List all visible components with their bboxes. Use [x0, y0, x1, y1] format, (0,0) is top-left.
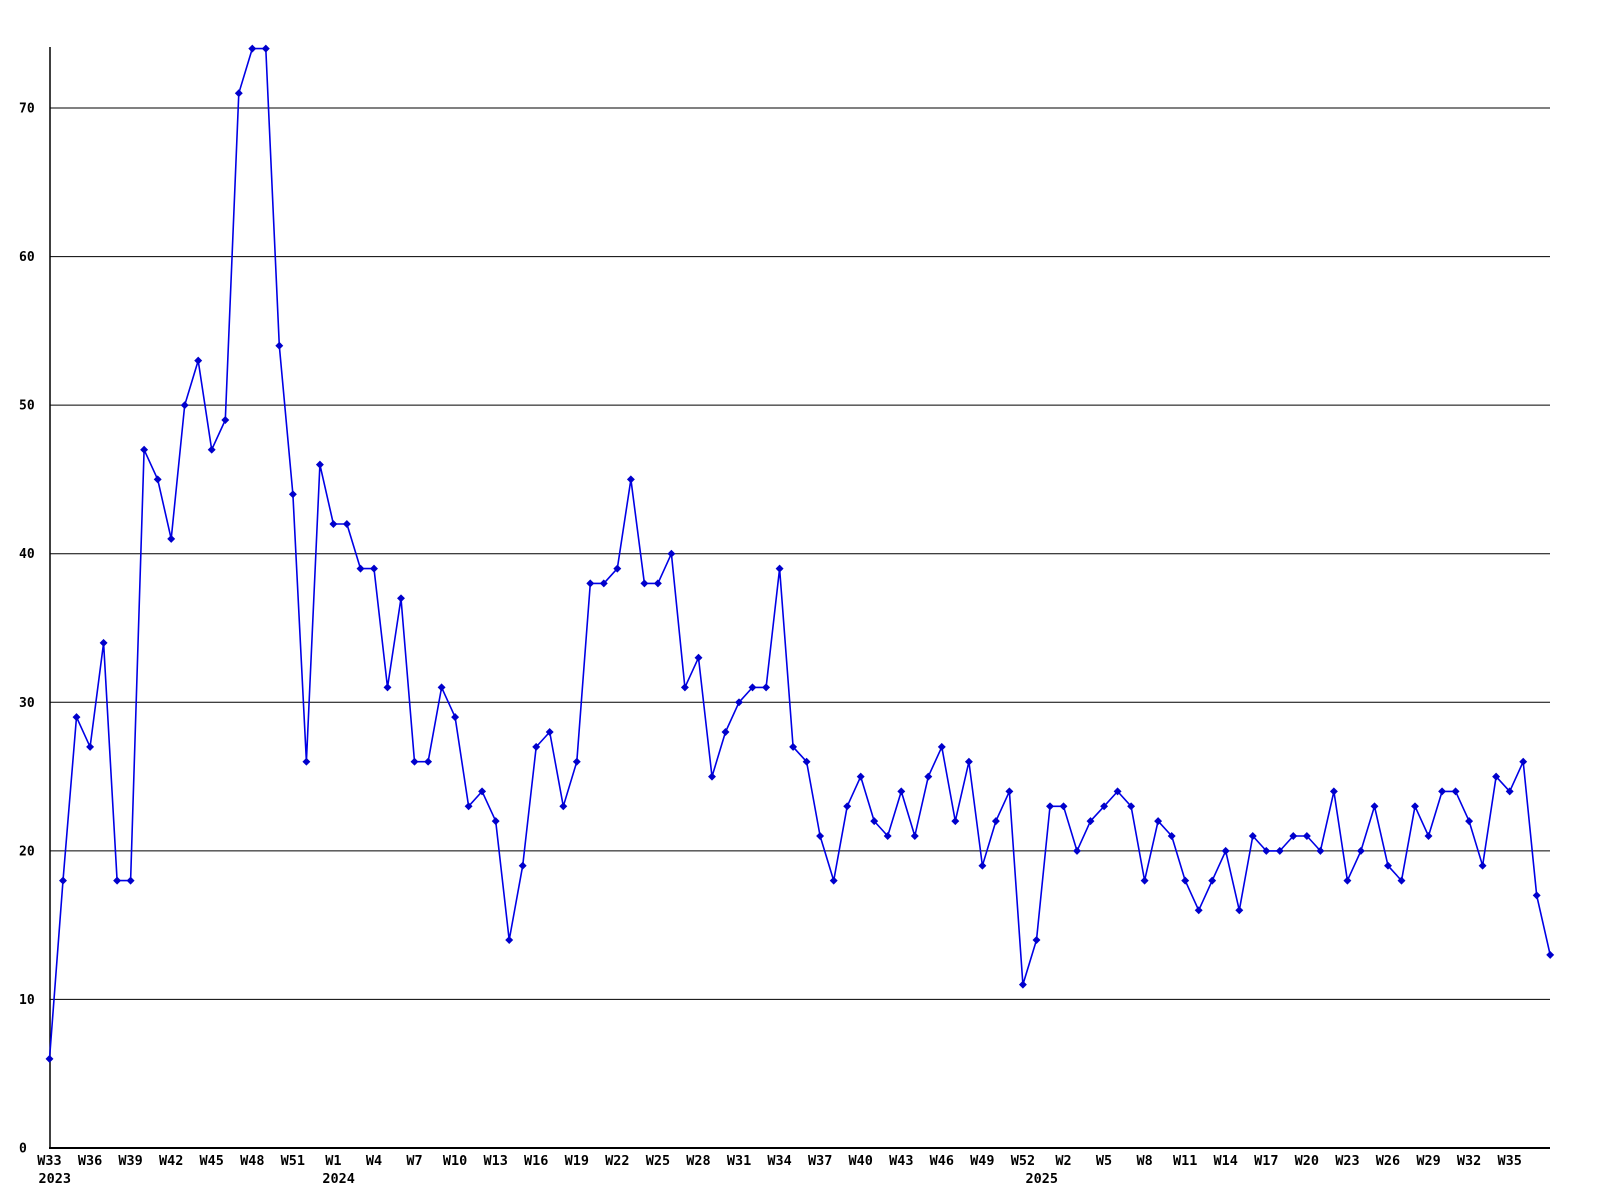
y-tick-label: 70 [19, 102, 35, 117]
x-tick-label: W36 [78, 1153, 102, 1169]
x-tick-label: W28 [686, 1153, 710, 1169]
x-tick-label: W23 [1335, 1153, 1359, 1169]
x-tick-label: W45 [200, 1153, 224, 1169]
x-tick-label: W49 [970, 1153, 994, 1169]
y-tick-label: 30 [19, 696, 35, 711]
x-tick-label: W5 [1096, 1153, 1112, 1169]
y-tick-label: 10 [19, 993, 35, 1008]
x-tick-label: W22 [605, 1153, 629, 1169]
x-tick-label: W33 [37, 1153, 61, 1169]
x-tick-label: W39 [118, 1153, 142, 1169]
x-tick-label: W10 [443, 1153, 467, 1169]
data-series [45, 44, 1555, 1063]
y-tick-label: 20 [19, 844, 35, 859]
x-tick-label: W7 [406, 1153, 422, 1169]
y-tick-label: 0 [19, 1142, 27, 1157]
x-tick-label: W51 [281, 1153, 305, 1169]
x-tick-label: W25 [646, 1153, 670, 1169]
axes [49, 47, 1550, 1149]
x-tick-label: W46 [930, 1153, 954, 1169]
x-tick-label: W19 [565, 1153, 589, 1169]
x-axis-labels: W33 W36 W39 W42 W45 W48 W51 W1 W4 W7 W10 W13 W16 W19 W… [37, 1153, 1522, 1187]
x-tick-label: W20 [1295, 1153, 1319, 1169]
x-tick-label: W42 [159, 1153, 183, 1169]
x-tick-label: W32 [1457, 1153, 1481, 1169]
x-tick-label: W52 [1011, 1153, 1035, 1169]
x-tick-label: W31 [727, 1153, 751, 1169]
x-tick-label: W48 [240, 1153, 264, 1169]
x-tick-label: W4 [366, 1153, 382, 1169]
gridlines [50, 107, 1550, 1000]
series-markers [45, 44, 1555, 1063]
y-tick-label: 60 [19, 250, 35, 265]
y-tick-label: 40 [19, 547, 35, 562]
x-tick-label: W11 [1173, 1153, 1197, 1169]
x-tick-label: W43 [889, 1153, 913, 1169]
year-label: 2025 [1025, 1171, 1058, 1187]
x-tick-label: W2 [1055, 1153, 1071, 1169]
x-tick-label: W14 [1214, 1153, 1238, 1169]
year-label: 2023 [39, 1171, 72, 1187]
x-tick-label: W1 [325, 1153, 341, 1169]
y-axis-labels: 0 10 20 30 40 50 60 70 [19, 102, 35, 1157]
x-tick-label: W40 [849, 1153, 873, 1169]
x-tick-label: W26 [1376, 1153, 1400, 1169]
series-line [48, 47, 1551, 1059]
x-tick-label: W16 [524, 1153, 548, 1169]
y-tick-label: 50 [19, 399, 35, 414]
year-label: 2024 [322, 1171, 355, 1187]
x-tick-label: W37 [808, 1153, 832, 1169]
x-tick-label: W17 [1254, 1153, 1278, 1169]
x-tick-label: W8 [1136, 1153, 1152, 1169]
x-tick-label: W35 [1497, 1153, 1521, 1169]
x-tick-label: W29 [1416, 1153, 1440, 1169]
x-tick-label: W13 [483, 1153, 507, 1169]
x-tick-label: W34 [767, 1153, 791, 1169]
